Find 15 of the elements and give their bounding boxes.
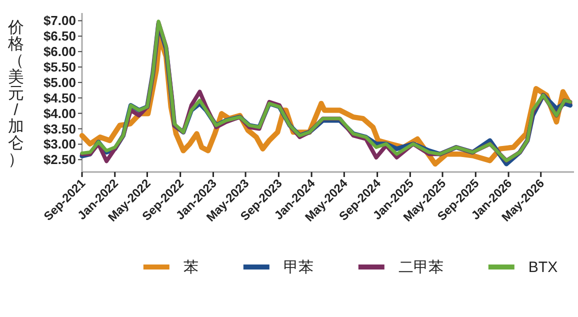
y-tick-label: $3.00	[43, 136, 76, 152]
legend-label: 苯	[183, 259, 198, 276]
y-tick-label: $3.50	[43, 121, 76, 136]
y-tick-label: $4.00	[43, 106, 76, 121]
legend-label: BTX	[528, 259, 558, 276]
y-axis-title: 价格（美元/加仑）	[8, 20, 24, 168]
y-tick-label: $7.00	[43, 13, 76, 28]
y-tick-label: $5.50	[43, 60, 76, 75]
y-tick-label: $2.50	[43, 152, 76, 168]
y-tick-label: $6.50	[43, 28, 76, 44]
y-tick-label: $4.50	[43, 90, 76, 106]
legend-label: 二甲苯	[398, 259, 444, 276]
y-tick-label: $5.00	[43, 74, 76, 90]
y-tick-label: $6.00	[43, 44, 76, 60]
legend-label: 甲苯	[283, 259, 314, 276]
